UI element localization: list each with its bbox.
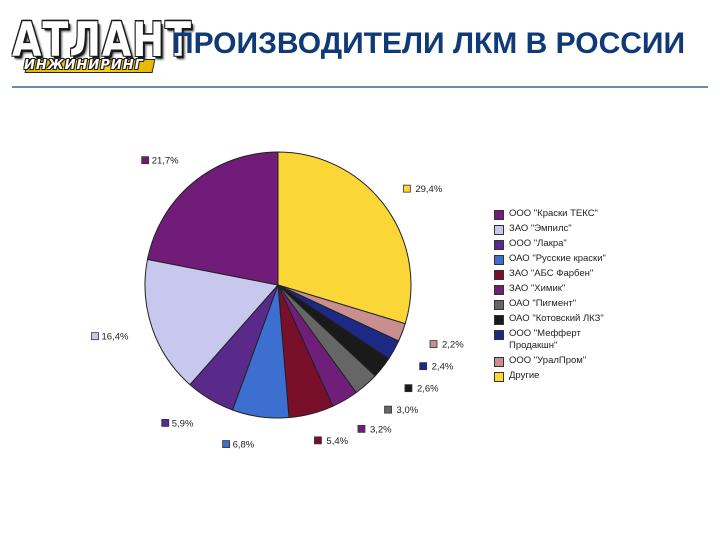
legend-label: ЗАО "АБС Фарбен" bbox=[509, 268, 594, 279]
page-title: ПРОИЗВОДИТЕЛИ ЛКМ В РОССИИ bbox=[172, 27, 686, 60]
pie-label-text: 5,4% bbox=[326, 436, 348, 447]
pie-data-label: 2,6% bbox=[404, 384, 439, 395]
pie-data-label: 3,2% bbox=[357, 424, 392, 435]
pie-data-label: 6,8% bbox=[222, 440, 255, 451]
pie-data-label: 5,9% bbox=[161, 418, 194, 429]
legend-swatch bbox=[494, 225, 504, 235]
legend-item: ЗАО "АБС Фарбен" bbox=[494, 268, 624, 280]
pie-label-text: 2,4% bbox=[432, 362, 454, 373]
legend-item: ЗАО "Химик" bbox=[494, 283, 624, 295]
legend-item: ООО "Краски ТЕКС" bbox=[494, 208, 624, 220]
legend-swatch bbox=[494, 372, 504, 382]
pie-data-label: 29,4% bbox=[402, 184, 443, 195]
legend-item: ОАО "Котовский ЛКЗ" bbox=[494, 313, 624, 325]
legend-label: ОАО "Пигмент" bbox=[509, 298, 577, 309]
pie-label-text: 16,4% bbox=[102, 332, 129, 343]
legend-item: ЗАО "Эмпилс" bbox=[494, 223, 624, 235]
pie-data-label: 5,4% bbox=[314, 436, 349, 447]
legend-label: ОАО "Русские краски" bbox=[509, 253, 606, 264]
legend-label: ОАО "Котовский ЛКЗ" bbox=[509, 313, 604, 324]
company-logo: АТЛАНТ ИНЖИНИРИНГ bbox=[12, 12, 193, 74]
pie-label-text: 6,8% bbox=[233, 440, 255, 451]
legend-swatch bbox=[494, 357, 504, 367]
legend-label: ООО "УралПром" bbox=[509, 355, 587, 366]
pie-label-text: 21,7% bbox=[152, 156, 179, 167]
legend-swatch bbox=[494, 285, 504, 295]
legend-item: Другие bbox=[494, 370, 624, 382]
logo-main-text: АТЛАНТ bbox=[12, 12, 193, 67]
pie-data-label: 2,2% bbox=[429, 340, 464, 351]
pie-data-label: 21,7% bbox=[141, 156, 179, 167]
legend-label: ООО "Краски ТЕКС" bbox=[509, 208, 598, 219]
chart-legend: ООО "Краски ТЕКС" ЗАО "Эмпилс" ООО "Лакра"… bbox=[494, 208, 624, 385]
pie-data-label: 3,0% bbox=[384, 405, 419, 416]
pie-label-text: 3,0% bbox=[397, 405, 419, 416]
legend-swatch bbox=[494, 210, 504, 220]
legend-item: ОАО "Пигмент" bbox=[494, 298, 624, 310]
pie-data-label: 16,4% bbox=[91, 332, 129, 343]
logo-sub-text: ИНЖИНИРИНГ bbox=[24, 58, 144, 73]
pie-label-text: 2,6% bbox=[417, 384, 439, 395]
legend-swatch bbox=[494, 270, 504, 280]
pie-label-text: 3,2% bbox=[370, 424, 392, 435]
legend-swatch bbox=[494, 240, 504, 250]
legend-label: ООО "Лакра" bbox=[509, 238, 567, 249]
pie-data-label: 2,4% bbox=[419, 362, 454, 373]
pie-label-text: 5,9% bbox=[172, 418, 194, 429]
legend-swatch bbox=[494, 255, 504, 265]
pie-label-text: 29,4% bbox=[415, 184, 442, 195]
legend-swatch bbox=[494, 300, 504, 310]
legend-label: ООО "Мефферт Продакшн" bbox=[509, 328, 581, 351]
legend-swatch bbox=[494, 315, 504, 325]
pie-slice bbox=[146, 151, 279, 286]
legend-label: Другие bbox=[509, 370, 540, 381]
legend-item: ООО "Мефферт Продакшн" bbox=[494, 328, 624, 352]
title-divider bbox=[12, 86, 708, 88]
legend-item: ООО "УралПром" bbox=[494, 355, 624, 367]
pie-slice bbox=[144, 258, 279, 386]
legend-swatch bbox=[494, 330, 504, 340]
legend-item: ООО "Лакра" bbox=[494, 238, 624, 250]
legend-item: ОАО "Русские краски" bbox=[494, 253, 624, 265]
legend-label: ЗАО "Эмпилс" bbox=[509, 223, 572, 234]
legend-label: ЗАО "Химик" bbox=[509, 283, 566, 294]
pie-label-text: 2,2% bbox=[442, 340, 464, 351]
pie-slice bbox=[277, 151, 412, 325]
